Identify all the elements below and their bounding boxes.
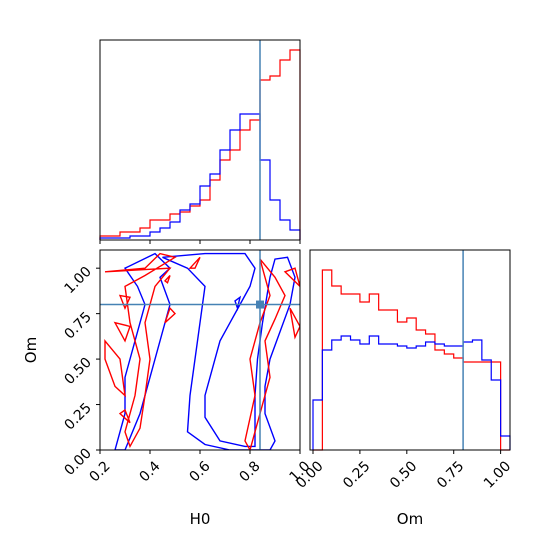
om-axis-label: Om: [397, 510, 423, 528]
contour-xtick-label-1: 0.4: [137, 458, 164, 485]
contour-ytick-label-3: 0.75: [61, 309, 94, 342]
om-hist-series-red: [313, 269, 510, 451]
h0-histogram-panel: [99, 39, 301, 244]
om-y-axis-label: Om: [22, 337, 40, 363]
contour-red-8: [164, 306, 176, 324]
contour-red-6: [283, 267, 300, 288]
om-hist-xtick-label-4: 1.00: [481, 458, 514, 491]
contour-ytick-label-1: 0.25: [61, 400, 94, 433]
contour-ytick-label-4: 1.00: [61, 264, 94, 297]
contour-red-9: [163, 275, 171, 284]
contour-blue-0: [162, 252, 296, 450]
contour-red-4: [118, 408, 131, 424]
truth-marker: [256, 300, 264, 309]
contour-xtick-label-2: 0.6: [187, 458, 214, 485]
contour-xtick-label-0: 0.2: [87, 458, 114, 485]
om-hist-xtick-label-1: 0.25: [340, 458, 373, 491]
contour-red-2: [113, 321, 131, 343]
contour-red-5: [244, 258, 286, 450]
h0-hist-frame: [99, 39, 301, 241]
contour-xtick-label-3: 0.8: [237, 458, 264, 485]
contour-red-7: [289, 307, 300, 340]
contour-red-10: [188, 256, 201, 269]
om-hist-xtick-label-2: 0.50: [387, 458, 420, 491]
contour-red-0: [104, 252, 177, 449]
h0-om-contour-panel: 0.2 0.4 0.6 0.8 1.00.000.250.500.751.00: [61, 249, 314, 485]
h0-axis-label: H0: [190, 510, 211, 528]
contour-blue-1: [114, 252, 172, 450]
om-hist-xtick-label-3: 0.75: [434, 458, 467, 491]
om-histogram-panel: 0.00 0.25 0.50 0.75 1.00: [293, 249, 514, 492]
contour-red-3: [104, 338, 126, 398]
contour-red-1: [118, 294, 132, 310]
om-hist-frame: [309, 249, 511, 451]
om-hist-series-blue: [312, 335, 511, 450]
h0-hist-series-blue: [99, 113, 301, 240]
contour-ytick-label-2: 0.50: [61, 355, 94, 388]
h0-hist-series-red: [99, 49, 301, 240]
